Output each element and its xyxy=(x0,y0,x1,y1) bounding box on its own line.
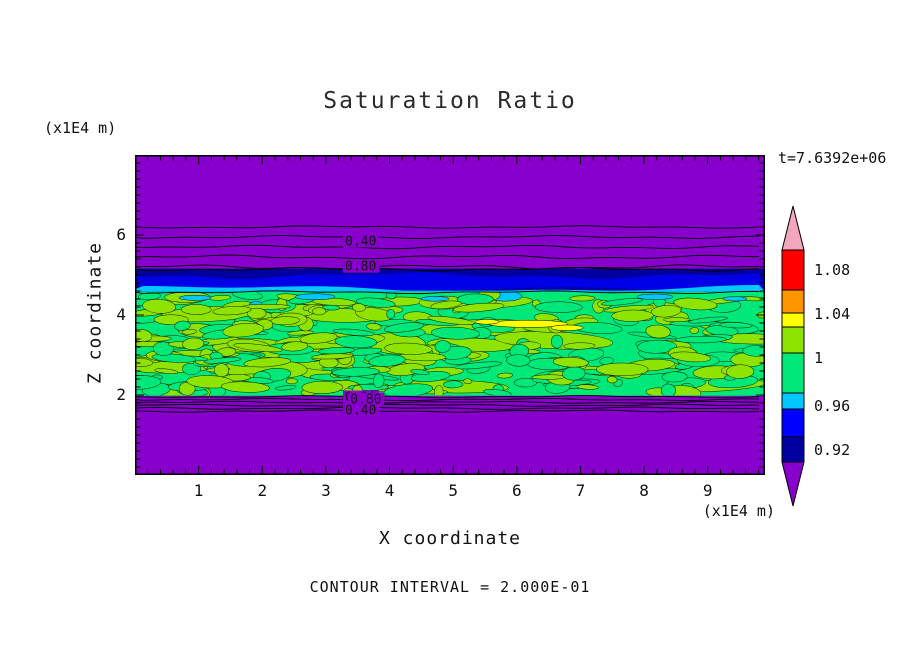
chart-title: Saturation Ratio xyxy=(323,88,577,114)
y-tick-label: 2 xyxy=(116,385,126,404)
contour-interval-note: CONTOUR INTERVAL = 2.000E-01 xyxy=(309,578,591,596)
colorbar-tick-label: 0.96 xyxy=(814,397,851,415)
y-tick-label: 6 xyxy=(116,225,126,244)
time-annotation: t=7.6392e+06 xyxy=(778,149,887,167)
x-tick-label: 9 xyxy=(702,481,713,500)
contour-labels: 0.400.800.200.800.40 xyxy=(343,234,385,419)
colorbar-tick-label: 1 xyxy=(814,349,824,367)
axis-ticks xyxy=(136,156,764,474)
x-tick-label: 3 xyxy=(321,481,331,500)
colorbar-arrow-up xyxy=(781,205,805,251)
svg-text:0.80: 0.80 xyxy=(345,260,376,275)
colorbar-segment-red xyxy=(781,249,805,291)
lower-contour-lines xyxy=(135,395,760,413)
upper-contour-lines xyxy=(135,225,760,270)
colorbar-tick-label: 1.04 xyxy=(814,305,851,323)
x-tick-label: 8 xyxy=(639,481,649,500)
y-tick-label: 4 xyxy=(116,305,126,324)
svg-text:0.40: 0.40 xyxy=(345,235,376,250)
colorbar-tick-label: 1.08 xyxy=(814,261,851,279)
colorbar-tick-label: 0.92 xyxy=(814,441,851,459)
colorbar-segment-spring-green xyxy=(781,352,805,394)
colorbar-arrow-down xyxy=(781,461,805,507)
plot-frame xyxy=(135,155,765,475)
colorbar-segment-orange xyxy=(781,289,805,314)
saturated-band xyxy=(135,290,765,396)
x-axis-title: X coordinate xyxy=(378,528,522,549)
x-tick-label: 1 xyxy=(193,481,204,500)
x-tick-label: 6 xyxy=(511,481,522,500)
colorbar-segment-navy xyxy=(781,436,805,463)
x-axis-unit-label: (x1E4 m) xyxy=(702,502,775,520)
x-tick-label: 2 xyxy=(257,481,268,500)
svg-text:0.40: 0.40 xyxy=(345,404,376,419)
z-axis-unit-label: (x1E4 m) xyxy=(44,119,117,137)
colorbar-segment-yellow xyxy=(781,312,805,328)
x-tick-label: 7 xyxy=(575,481,586,500)
colorbar-segment-cyan xyxy=(781,392,805,410)
x-tick-label: 5 xyxy=(448,481,458,500)
colorbar-segment-green-yellow xyxy=(781,326,805,354)
colorbar-segment-blue xyxy=(781,408,805,438)
blue-transition-band xyxy=(135,266,765,292)
contour-plot: 0.400.800.200.800.40 xyxy=(135,155,765,475)
colorbar xyxy=(781,205,805,507)
x-tick-label: 4 xyxy=(384,481,395,500)
